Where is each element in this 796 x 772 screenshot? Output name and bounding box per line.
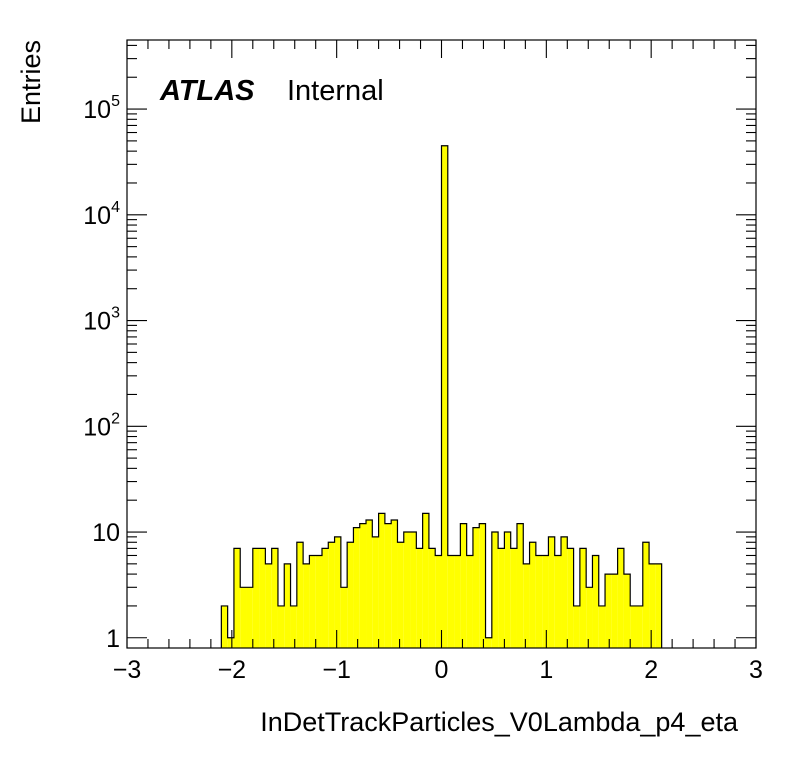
histogram-bar [586, 587, 593, 648]
histogram-bar [221, 605, 228, 648]
histogram-bar [573, 605, 580, 648]
plot-frame [126, 39, 757, 649]
histogram-bar [259, 548, 266, 648]
histogram-bar [636, 605, 643, 648]
histogram-bar [454, 555, 461, 648]
axis-ticks [126, 40, 757, 648]
histogram-bar [542, 555, 549, 648]
x-tick-label: 1 [539, 656, 553, 684]
x-tick-label: 3 [749, 656, 763, 684]
histogram-bar [366, 519, 373, 648]
histogram-bar [642, 542, 650, 648]
x-tick-label: −3 [113, 656, 142, 684]
histogram-bar [529, 542, 536, 648]
histogram-bar [347, 542, 354, 648]
y-axis-label: Entries [16, 40, 46, 124]
histogram-bar [617, 548, 624, 648]
histogram-bar [510, 548, 517, 648]
x-axis-label: InDetTrackParticles_V0Lambda_p4_eta [260, 707, 739, 737]
histogram-bar [623, 574, 631, 648]
histogram-bar [498, 548, 505, 648]
histogram-bar [384, 523, 392, 648]
histogram-bar [359, 523, 367, 648]
histogram-bar [233, 548, 241, 648]
histogram-bar [605, 574, 612, 648]
histogram-bar [410, 532, 417, 648]
histogram-bar [567, 548, 574, 648]
histogram-bar [284, 563, 291, 648]
histogram-bar [435, 555, 442, 648]
histogram-bar [428, 548, 436, 648]
x-tick-label: −2 [218, 656, 247, 684]
y-tick-label: 105 [83, 93, 120, 124]
histogram-bar [579, 548, 587, 648]
histogram-bar [592, 555, 599, 648]
histogram-bar [655, 563, 662, 648]
y-tick-labels: 1 10 102 103 104 105 [83, 93, 120, 653]
histogram-outline [220, 145, 663, 648]
histogram-bar [296, 542, 304, 648]
histogram-bar [416, 548, 423, 648]
histogram-bar [447, 555, 455, 648]
histogram-bar [504, 532, 511, 648]
histogram-bars [221, 145, 662, 648]
histogram-bar [246, 587, 253, 648]
histogram-bar [422, 513, 429, 648]
histogram-bar [491, 532, 499, 648]
histogram-bar [516, 523, 524, 648]
histogram-bar [277, 605, 285, 648]
x-tick-labels: −3 −2 −1 0 1 2 3 [113, 656, 763, 684]
histogram-bar [460, 523, 467, 648]
histogram-bar [372, 536, 379, 648]
histogram-bar [321, 548, 329, 648]
y-tick-label: 10 [92, 519, 120, 547]
histogram-bar [303, 563, 310, 648]
histogram-bar [353, 527, 360, 648]
histogram-bar [334, 536, 341, 648]
histogram-bar [252, 548, 260, 648]
histogram-bar [403, 532, 411, 648]
histogram-bar [466, 555, 473, 648]
histogram-bar [561, 536, 568, 648]
histogram-bar [523, 563, 530, 648]
atlas-label: ATLAS [159, 75, 255, 107]
histogram-bar [290, 605, 297, 648]
y-tick-label: 1 [106, 625, 120, 653]
histogram-bar [271, 548, 278, 648]
histogram-bar [227, 637, 234, 648]
x-tick-label: 2 [644, 656, 658, 684]
histogram-bar [548, 536, 555, 648]
histogram-bar [240, 587, 247, 648]
x-tick-label: 0 [435, 656, 449, 684]
y-tick-label: 104 [83, 199, 120, 230]
histogram-bar [309, 555, 316, 648]
histogram-bar [598, 605, 606, 648]
histogram-bar [554, 555, 562, 648]
histogram-bar [378, 513, 385, 648]
atlas-status-label: Internal [287, 75, 384, 107]
histogram-bar [611, 574, 618, 648]
histogram-bar [328, 542, 335, 648]
histogram-bar [535, 555, 543, 648]
histogram-bar [340, 587, 348, 648]
y-tick-label: 102 [83, 410, 120, 441]
histogram-bar [472, 527, 480, 648]
histogram-bar [391, 519, 398, 648]
histogram-bar [479, 523, 486, 648]
x-tick-label: −1 [322, 656, 351, 684]
histogram-bar [315, 555, 322, 648]
histogram-bar [649, 563, 656, 648]
histogram-bar [397, 542, 404, 648]
histogram-bar [265, 563, 272, 648]
y-tick-label: 103 [83, 305, 120, 336]
histogram-bar [441, 145, 448, 648]
histogram-bar [485, 637, 492, 648]
histogram-bar [630, 605, 637, 648]
